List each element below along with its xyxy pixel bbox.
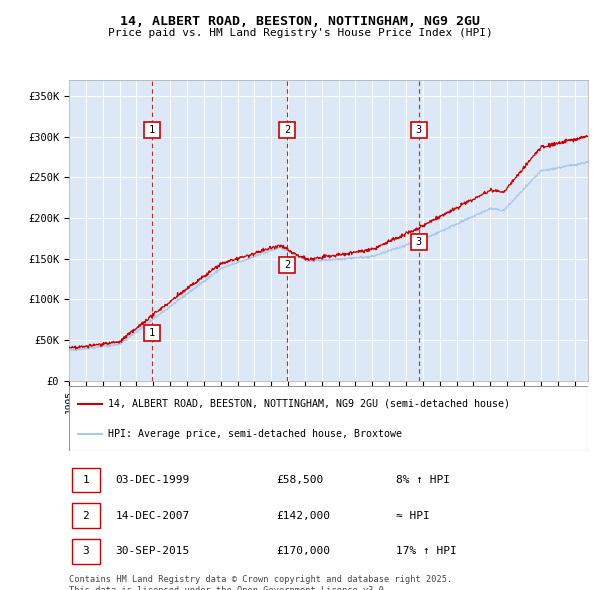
Text: 30-SEP-2015: 30-SEP-2015 bbox=[116, 546, 190, 556]
Text: 1: 1 bbox=[149, 328, 155, 338]
Text: 3: 3 bbox=[416, 125, 422, 135]
Text: Price paid vs. HM Land Registry's House Price Index (HPI): Price paid vs. HM Land Registry's House … bbox=[107, 28, 493, 38]
Text: 17% ↑ HPI: 17% ↑ HPI bbox=[396, 546, 457, 556]
Text: 2: 2 bbox=[82, 510, 89, 520]
Text: 2: 2 bbox=[284, 125, 290, 135]
Text: 03-DEC-1999: 03-DEC-1999 bbox=[116, 475, 190, 484]
Text: 3: 3 bbox=[82, 546, 89, 556]
Text: 2: 2 bbox=[284, 260, 290, 270]
Text: 14-DEC-2007: 14-DEC-2007 bbox=[116, 510, 190, 520]
Text: ≈ HPI: ≈ HPI bbox=[396, 510, 430, 520]
Text: £142,000: £142,000 bbox=[277, 510, 331, 520]
Text: £58,500: £58,500 bbox=[277, 475, 324, 484]
FancyBboxPatch shape bbox=[69, 386, 588, 451]
Text: 8% ↑ HPI: 8% ↑ HPI bbox=[396, 475, 450, 484]
Text: £170,000: £170,000 bbox=[277, 546, 331, 556]
FancyBboxPatch shape bbox=[71, 467, 100, 492]
Text: Contains HM Land Registry data © Crown copyright and database right 2025.
This d: Contains HM Land Registry data © Crown c… bbox=[69, 575, 452, 590]
FancyBboxPatch shape bbox=[71, 503, 100, 527]
FancyBboxPatch shape bbox=[71, 539, 100, 563]
Text: 1: 1 bbox=[82, 475, 89, 484]
Text: 14, ALBERT ROAD, BEESTON, NOTTINGHAM, NG9 2GU (semi-detached house): 14, ALBERT ROAD, BEESTON, NOTTINGHAM, NG… bbox=[108, 399, 510, 409]
Text: 14, ALBERT ROAD, BEESTON, NOTTINGHAM, NG9 2GU: 14, ALBERT ROAD, BEESTON, NOTTINGHAM, NG… bbox=[120, 15, 480, 28]
Text: 3: 3 bbox=[416, 237, 422, 247]
Text: 1: 1 bbox=[149, 125, 155, 135]
Text: HPI: Average price, semi-detached house, Broxtowe: HPI: Average price, semi-detached house,… bbox=[108, 429, 402, 439]
